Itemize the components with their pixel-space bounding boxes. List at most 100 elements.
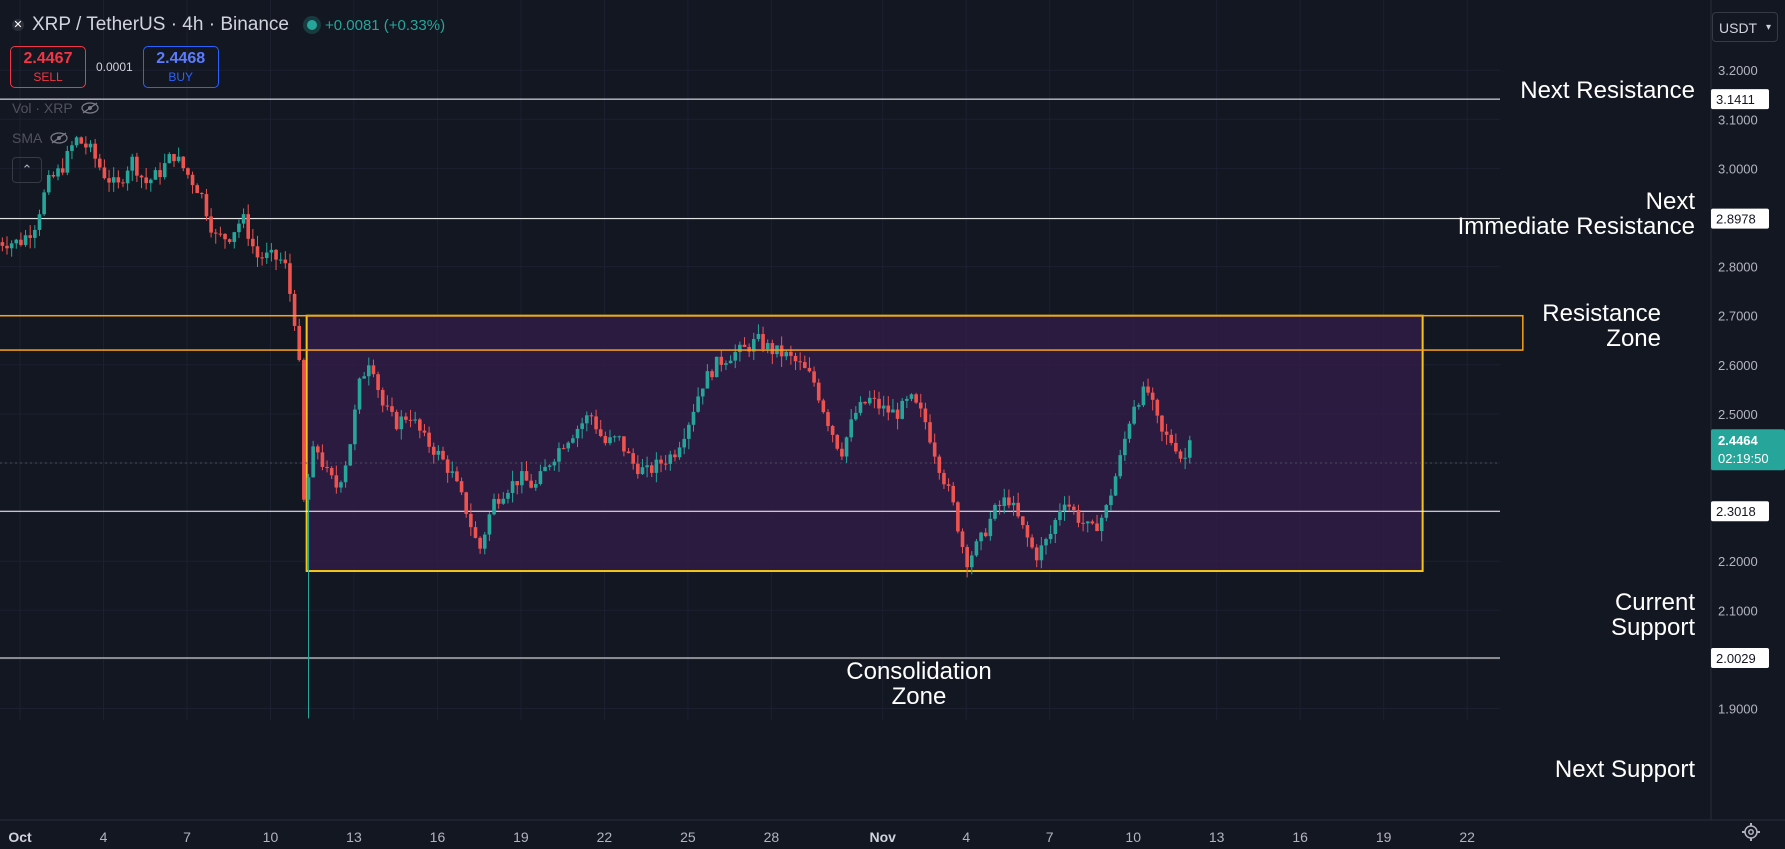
candle-body[interactable] bbox=[1164, 431, 1169, 435]
candle-body[interactable] bbox=[1053, 519, 1058, 534]
candle-body[interactable] bbox=[283, 259, 288, 264]
candle-body[interactable] bbox=[993, 504, 997, 519]
candle-body[interactable] bbox=[909, 394, 914, 399]
candle-body[interactable] bbox=[413, 419, 417, 421]
candle-body[interactable] bbox=[872, 397, 877, 399]
candle-body[interactable] bbox=[612, 436, 617, 438]
candle-body[interactable] bbox=[854, 412, 858, 420]
candle-body[interactable] bbox=[1150, 392, 1155, 400]
candle-body[interactable] bbox=[167, 154, 172, 164]
candle-body[interactable] bbox=[682, 438, 687, 448]
candle-body[interactable] bbox=[292, 293, 297, 326]
candle-body[interactable] bbox=[631, 453, 635, 464]
candle-body[interactable] bbox=[1099, 517, 1104, 532]
candle-body[interactable] bbox=[306, 477, 311, 500]
candle-body[interactable] bbox=[520, 471, 524, 486]
candle-body[interactable] bbox=[455, 471, 459, 482]
candle-body[interactable] bbox=[418, 419, 422, 431]
candle-body[interactable] bbox=[580, 423, 584, 429]
candle-body[interactable] bbox=[867, 397, 872, 404]
candle-body[interactable] bbox=[469, 513, 473, 528]
candle-body[interactable] bbox=[130, 156, 135, 171]
candle-body[interactable] bbox=[747, 346, 751, 352]
candle-body[interactable] bbox=[195, 185, 199, 194]
candle-body[interactable] bbox=[399, 416, 404, 430]
candle-body[interactable] bbox=[816, 382, 821, 401]
candle-body[interactable] bbox=[821, 400, 826, 413]
candle-body[interactable] bbox=[923, 408, 928, 423]
candle-body[interactable] bbox=[51, 174, 56, 177]
candle-body[interactable] bbox=[1187, 440, 1192, 458]
candle-body[interactable] bbox=[997, 504, 1002, 507]
candle-body[interactable] bbox=[1067, 504, 1071, 507]
candle-body[interactable] bbox=[983, 532, 988, 537]
candle-body[interactable] bbox=[942, 472, 946, 485]
candle-body[interactable] bbox=[1048, 533, 1053, 540]
candle-body[interactable] bbox=[97, 158, 102, 168]
candle-body[interactable] bbox=[28, 235, 33, 238]
candle-body[interactable] bbox=[464, 492, 469, 514]
candle-body[interactable] bbox=[427, 432, 431, 447]
candle-body[interactable] bbox=[1127, 423, 1132, 439]
candle-body[interactable] bbox=[1113, 476, 1118, 496]
candle-body[interactable] bbox=[450, 471, 455, 473]
candle-body[interactable] bbox=[121, 182, 125, 184]
candle-body[interactable] bbox=[431, 446, 436, 455]
candle-body[interactable] bbox=[765, 343, 770, 349]
candle-body[interactable] bbox=[1155, 399, 1160, 416]
candle-body[interactable] bbox=[1058, 510, 1062, 520]
candle-body[interactable] bbox=[33, 229, 37, 238]
candle-body[interactable] bbox=[227, 239, 232, 242]
candle-body[interactable] bbox=[264, 252, 269, 259]
candle-body[interactable] bbox=[246, 214, 251, 239]
candle-body[interactable] bbox=[492, 498, 496, 515]
candle-body[interactable] bbox=[1030, 537, 1034, 548]
candle-body[interactable] bbox=[334, 475, 339, 488]
candle-body[interactable] bbox=[714, 356, 719, 378]
candle-body[interactable] bbox=[566, 442, 571, 449]
candle-body[interactable] bbox=[1044, 539, 1048, 546]
candle-body[interactable] bbox=[1076, 509, 1081, 523]
candle-body[interactable] bbox=[367, 365, 371, 377]
eye-off-icon[interactable] bbox=[50, 132, 68, 144]
candle-body[interactable] bbox=[278, 259, 283, 261]
candle-body[interactable] bbox=[218, 233, 223, 235]
candle-body[interactable] bbox=[951, 485, 956, 503]
candle-body[interactable] bbox=[209, 216, 213, 233]
candle-body[interactable] bbox=[14, 239, 19, 244]
candle-body[interactable] bbox=[798, 361, 802, 363]
candle-body[interactable] bbox=[561, 448, 566, 450]
candle-body[interactable] bbox=[482, 534, 487, 549]
candle-body[interactable] bbox=[1123, 438, 1127, 456]
candle-body[interactable] bbox=[241, 214, 246, 224]
candle-body[interactable] bbox=[269, 249, 274, 253]
candle-body[interactable] bbox=[376, 374, 380, 390]
candle-body[interactable] bbox=[793, 355, 798, 362]
candle-body[interactable] bbox=[74, 137, 79, 146]
candle-body[interactable] bbox=[969, 555, 974, 568]
candle-body[interactable] bbox=[928, 422, 932, 443]
candle-body[interactable] bbox=[380, 389, 385, 406]
candle-body[interactable] bbox=[23, 235, 28, 245]
candle-body[interactable] bbox=[70, 145, 74, 151]
candle-body[interactable] bbox=[320, 452, 325, 467]
candle-body[interactable] bbox=[181, 156, 186, 169]
buy-button[interactable]: 2.4468 BUY bbox=[142, 46, 219, 88]
candle-body[interactable] bbox=[914, 394, 918, 403]
candle-body[interactable] bbox=[1034, 547, 1039, 561]
candle-body[interactable] bbox=[478, 537, 482, 549]
candle-body[interactable] bbox=[891, 409, 895, 413]
candle-body[interactable] bbox=[1021, 516, 1025, 526]
candle-body[interactable] bbox=[1178, 451, 1183, 459]
candle-body[interactable] bbox=[501, 498, 506, 504]
candle-body[interactable] bbox=[88, 143, 93, 148]
volume-indicator[interactable]: Vol · XRP bbox=[12, 100, 99, 116]
candle-body[interactable] bbox=[107, 178, 111, 183]
candle-body[interactable] bbox=[905, 398, 909, 401]
candle-body[interactable] bbox=[237, 223, 241, 233]
candle-body[interactable] bbox=[649, 465, 654, 473]
candle-body[interactable] bbox=[594, 416, 598, 430]
candle-body[interactable] bbox=[339, 482, 343, 488]
candle-body[interactable] bbox=[965, 546, 969, 568]
